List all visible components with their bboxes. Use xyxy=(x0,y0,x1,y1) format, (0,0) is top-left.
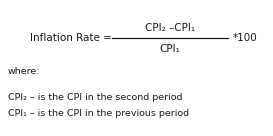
Text: *100: *100 xyxy=(233,33,258,43)
Text: CPI₂ –CPI₁: CPI₂ –CPI₁ xyxy=(145,23,195,33)
Text: where:: where: xyxy=(8,67,40,75)
Text: CPI₂ – is the CPI in the second period: CPI₂ – is the CPI in the second period xyxy=(8,94,182,103)
Text: CPI₁: CPI₁ xyxy=(159,44,180,54)
Text: Inflation Rate =: Inflation Rate = xyxy=(30,33,115,43)
Text: CPI₁ – is the CPI in the previous period: CPI₁ – is the CPI in the previous period xyxy=(8,109,189,118)
